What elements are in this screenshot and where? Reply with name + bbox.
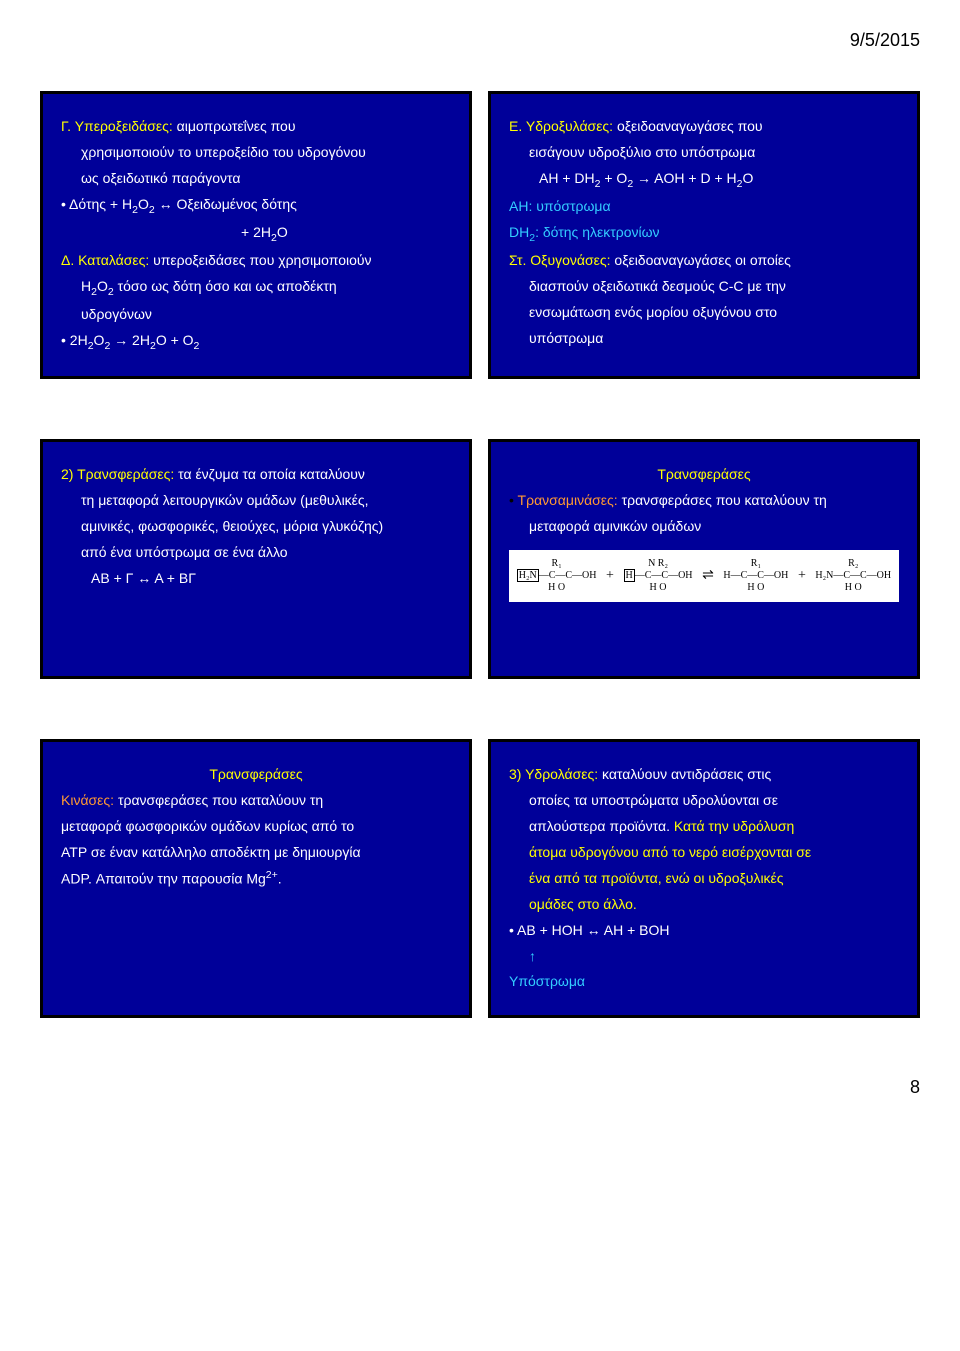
panel-kinases: Τρανσφεράσες Κινάσες: τρανσφεράσες που κ… [40, 739, 472, 1018]
eq: Δότης + Η [69, 196, 132, 212]
txt: άτομα υδρογόνου από το νερό εισέρχονται … [509, 840, 899, 866]
panel-text: Γ. Υπεροξειδάσες: αιμοπρωτεΐνες που χρησ… [61, 114, 451, 356]
chem-op: ⇌ [700, 563, 716, 589]
txt: ΑΗ: υπόστρωμα [509, 194, 899, 220]
eq: ΑΒ + Γ ↔ Α + ΒΓ [61, 566, 451, 592]
txt: : δότης ηλεκτρονίων [535, 224, 659, 240]
panel-title: Τρανσφεράσες [509, 462, 899, 488]
page-number: 8 [910, 1077, 920, 1098]
panel-peroxidases: Γ. Υπεροξειδάσες: αιμοπρωτεΐνες που χρησ… [40, 91, 472, 379]
chem-fragment: R₂ H₂N—C—C—OH H O [815, 558, 891, 594]
txt: DH [509, 224, 529, 240]
hdr-transferases: 2) Τρανσφεράσες: [61, 466, 174, 482]
date-header: 9/5/2015 [40, 30, 920, 51]
txt: Η [81, 278, 91, 294]
txt: ως οξειδωτικό παράγοντα [61, 166, 451, 192]
txt: Υπόστρωμα [509, 969, 899, 995]
panel-text: 3) Υδρολάσες: καταλύουν αντιδράσεις στις… [509, 762, 899, 995]
page: 9/5/2015 Γ. Υπεροξειδάσες: αιμοπρωτεΐνες… [0, 0, 960, 1118]
txt: μεταφορά φωσφορικών ομάδων κυρίως από το [61, 814, 451, 840]
panel-text: Ε. Υδροξυλάσες: οξειδοαναγωγάσες που εισ… [509, 114, 899, 352]
txt: οποίες τα υποστρώματα υδρολύονται σε [509, 788, 899, 814]
eq: Ο [94, 332, 105, 348]
eq: + O [600, 170, 627, 186]
txt: ένα από τα προϊόντα, ενώ οι υδροξυλικές [509, 866, 899, 892]
txt: οξειδοαναγωγάσες που [613, 118, 763, 134]
panel-transferases: 2) Τρανσφεράσες: τα ένζυμα τα οποία κατα… [40, 439, 472, 679]
eq: Ο [277, 224, 288, 240]
panel-hydrolases: 3) Υδρολάσες: καταλύουν αντιδράσεις στις… [488, 739, 920, 1018]
txt: . [278, 871, 282, 887]
eq: + 2Η [241, 224, 271, 240]
eq: AH + DH [539, 170, 595, 186]
eq: Ο + Ο [156, 332, 194, 348]
eq: → 2Η [110, 332, 150, 348]
eq: 2Η [70, 332, 88, 348]
txt: ADP. Απαιτούν την παρουσία Mg [61, 871, 266, 887]
txt: από ένα υπόστρωμα σε ένα άλλο [61, 540, 451, 566]
txt: υπόστρωμα [509, 326, 899, 352]
txt: τη μεταφορά λειτουργικών ομάδων (μεθυλικ… [61, 488, 451, 514]
txt: Ο [97, 278, 108, 294]
txt: Κατά την υδρόλυση [670, 818, 794, 834]
hdr-oxygenases: Στ. Οξυγονάσες: [509, 252, 611, 268]
hdr-catalases: Δ. Καταλάσες: [61, 252, 149, 268]
txt: καταλύουν αντιδράσεις στις [598, 766, 771, 782]
panel-text: Τρανσφεράσες Κινάσες: τρανσφεράσες που κ… [61, 762, 451, 892]
txt: απλούστερα προϊόντα. [529, 818, 670, 834]
panel-transaminases: Τρανσφεράσες Τρανσαμινάσες: τρανσφεράσες… [488, 439, 920, 679]
txt: ομάδες στο άλλο. [509, 892, 899, 918]
txt: μεταφορά αμινικών ομάδων [509, 514, 899, 540]
txt: τόσο ως δότη όσο και ως αποδέκτη [114, 278, 337, 294]
chem-op: + [796, 563, 808, 589]
row-2: 2) Τρανσφεράσες: τα ένζυμα τα οποία κατα… [40, 439, 920, 679]
eq: O [743, 170, 754, 186]
txt: υπεροξειδάσες που χρησιμοποιούν [149, 252, 371, 268]
txt: ενσωμάτωση ενός μορίου οξυγόνου στο [509, 300, 899, 326]
row-3: Τρανσφεράσες Κινάσες: τρανσφεράσες που κ… [40, 739, 920, 1018]
eq: → AOH + D + H [633, 170, 736, 186]
txt: διασπούν οξειδωτικά δεσμούς C-C με την [509, 274, 899, 300]
chem-fragment: R₁ H₂N—C—C—OH H O [517, 558, 597, 594]
panel-title: Τρανσφεράσες [61, 762, 451, 788]
hdr-kinases: Κινάσες: [61, 792, 114, 808]
chem-fragment: R₁ H—C—C—OH H O [723, 558, 788, 594]
reaction-diagram: R₁ H₂N—C—C—OH H O + N R₂ H—C—C—OH H O ⇌ … [509, 550, 899, 602]
txt: αιμοπρωτεΐνες που [173, 118, 296, 134]
txt: εισάγουν υδροξύλιο στο υπόστρωμα [509, 140, 899, 166]
panel-text: 2) Τρανσφεράσες: τα ένζυμα τα οποία κατα… [61, 462, 451, 591]
chem-op: + [604, 563, 616, 589]
hdr-hydroxylases: Ε. Υδροξυλάσες: [509, 118, 613, 134]
txt: τρανσφεράσες που καταλύουν τη [114, 792, 323, 808]
row-1: Γ. Υπεροξειδάσες: αιμοπρωτεΐνες που χρησ… [40, 91, 920, 379]
txt: οξειδοαναγωγάσες οι οποίες [611, 252, 791, 268]
panel-hydroxylases: Ε. Υδροξυλάσες: οξειδοαναγωγάσες που εισ… [488, 91, 920, 379]
hdr-peroxidases: Γ. Υπεροξειδάσες: [61, 118, 173, 134]
txt: υδρογόνων [61, 302, 451, 328]
txt: χρησιμοποιούν το υπεροξείδιο του υδρογόν… [61, 140, 451, 166]
chem-fragment: N R₂ H—C—C—OH H O [624, 558, 693, 594]
hdr-transaminases: Τρανσαμινάσες: [518, 492, 618, 508]
eq: ΑΒ + ΗΟΗ ↔ ΑΗ + ΒΟΗ [509, 918, 899, 944]
txt: ATP σε έναν κατάλληλο αποδέκτη με δημιου… [61, 840, 451, 866]
eq: ↔ Οξειδωμένος δότης [155, 196, 297, 212]
txt: τρανσφεράσες που καταλύουν τη [618, 492, 827, 508]
hdr-hydrolases: 3) Υδρολάσες: [509, 766, 598, 782]
panel-text: Τρανσφεράσες Τρανσαμινάσες: τρανσφεράσες… [509, 462, 899, 602]
txt: αμινικές, φωσφορικές, θειούχες, μόρια γλ… [61, 514, 451, 540]
eq: Ο [138, 196, 149, 212]
txt: τα ένζυμα τα οποία καταλύουν [174, 466, 365, 482]
